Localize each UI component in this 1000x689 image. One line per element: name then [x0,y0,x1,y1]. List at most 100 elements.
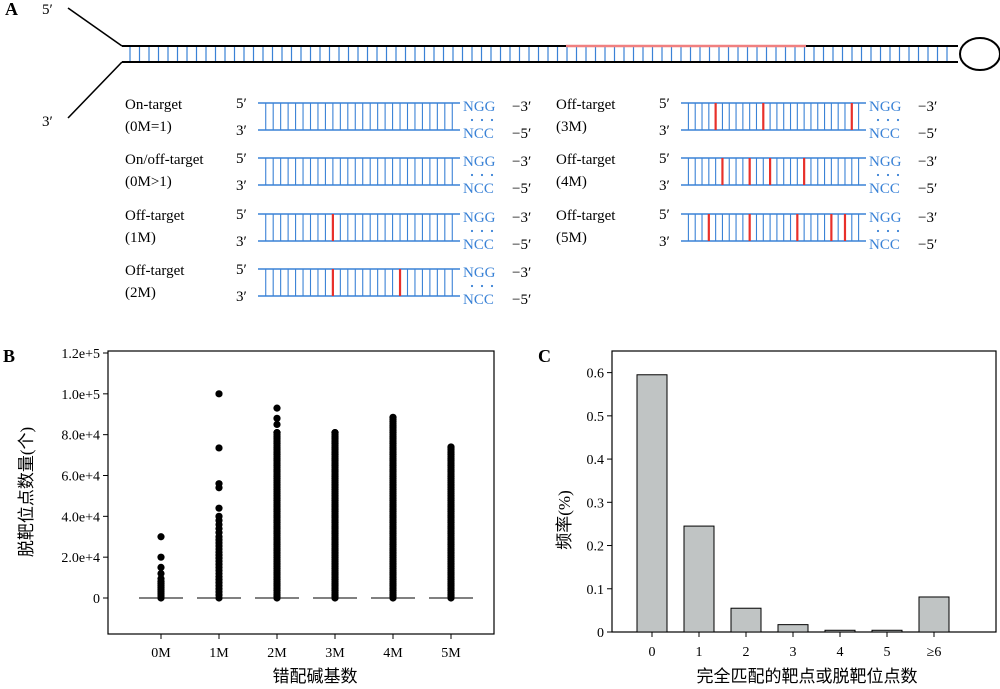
duplex-label-line1: Off-target [556,97,616,113]
panel-b-x-axis-label: 错配碱基数 [273,667,358,686]
pam-dot [490,284,494,288]
duplex-5-prime-end: −5′ [918,126,937,142]
hairpin-top-arm [67,7,123,47]
duplex-3-prime: 3′ [659,234,670,250]
duplex-label-line2: (5M) [556,230,587,246]
panel-c-letter: C [538,346,551,366]
pam-ncc: NCC [463,181,494,197]
panel-c: C 0 0.1 0.2 0.3 0.4 0.5 0.6 0 1 2 3 4 5 ≥6 完全匹配的靶点或脱… [538,346,997,686]
panel-b-y-axis: 0 2.0e+4 4.0e+4 6.0e+4 8.0e+4 1.0e+5 1.2e+5 [61,347,108,607]
panel-b: B 02.0e+44.0e+46.0e+48.0e+41.0e+51.2e+5 … [3,346,495,686]
panel-b-x-tick-label: 2M [267,646,287,661]
panel-b-y-tick-label: 6.0e+4 [61,470,100,485]
panel-b-point [157,533,165,541]
duplex-label-line1: On-target [125,97,183,113]
panel-c-x-axis-label: 完全匹配的靶点或脱靶位点数 [697,667,918,686]
panel-c-x-tick-label: 2 [743,645,750,660]
panel-b-x-tick-label: 5M [441,646,461,661]
duplex-5-prime: 5′ [659,96,670,112]
duplex-3-prime: 3′ [659,123,670,139]
panel-b-y-tick-label: 4.0e+4 [61,510,100,525]
pam-dot [886,229,890,233]
panel-b-point [273,429,281,437]
panel-b-points [139,390,473,602]
panel-c-bars [636,374,950,633]
panel-b-point [157,569,165,578]
pam-dot [896,173,900,177]
panel-c-x-tick-label: 5 [884,645,891,660]
panel-b-y-tick-label: 1.0e+5 [61,388,100,403]
panel-b-point [157,563,165,571]
pam-dot [886,118,890,122]
panel-b-x-tick-label: 4M [383,646,403,661]
pam-ngg: NGG [463,154,496,170]
panel-b-point [389,413,397,421]
pam-dot [886,173,890,177]
duplex-3-prime-end: −3′ [512,265,531,281]
panel-b-point [157,553,165,561]
pam-dot [470,284,474,288]
duplex-5-prime: 5′ [236,262,247,278]
duplex-5-prime-end: −5′ [512,181,531,197]
duplex-label-line2: (2M) [125,285,156,301]
panel-c-bar [636,374,668,633]
duplex-label-line1: On/off-target [125,152,204,168]
pam-dot [876,173,880,177]
duplex-5-prime-end: −5′ [512,126,531,142]
panel-b-point [273,420,281,429]
duplex-3-prime-end: −3′ [512,154,531,170]
panel-c-x-tick-label: ≥6 [927,645,942,660]
panel-a: A 5′ 3′ On-target(0M=1)5′3′NGGNCC−3′−5′O… [5,0,1000,308]
pam-dot [480,118,484,122]
duplex-label-line2: (0M>1) [125,174,172,190]
duplex-3-prime-end: −3′ [918,99,937,115]
duplex-3-prime-end: −3′ [918,154,937,170]
pam-ncc: NCC [463,237,494,253]
duplex-5-prime-end: −5′ [512,292,531,308]
duplex-item: Off-target (1M) 5′ 3′ NGG NCC −3′ −5′ [125,207,531,253]
duplex-3-prime: 3′ [236,123,247,139]
pam-dot [876,229,880,233]
pam-dot [480,173,484,177]
panel-b-point [215,390,223,398]
pam-dot [470,229,474,233]
pam-ncc: NCC [869,126,900,142]
duplex-item: On/off-target (0M>1) 5′ 3′ NGG NCC −3′ −5′ [125,151,531,197]
panel-a-letter: A [5,0,18,19]
panel-c-x-tick-label: 4 [837,645,844,660]
pam-ncc: NCC [869,181,900,197]
pam-dot [480,229,484,233]
panel-c-y-axis: 0 0.1 0.2 0.3 0.4 0.5 0.6 [587,367,612,641]
panel-b-y-tick-label: 2.0e+4 [61,551,100,566]
hairpin-3-prime-label: 3′ [42,114,53,130]
pam-dot [876,118,880,122]
panel-c-bar [871,629,903,633]
duplex-label-line2: (4M) [556,174,587,190]
duplex-5-prime-end: −5′ [918,181,937,197]
duplex-list: On-target(0M=1)5′3′NGGNCC−3′−5′On/off-ta… [125,96,937,308]
panel-b-x-tick-label: 1M [209,646,229,661]
duplex-label-line1: Off-target [556,208,616,224]
pam-ngg: NGG [463,265,496,281]
panel-b-x-axis: 0M 1M 2M 3M 4M 5M [151,634,461,661]
pam-ncc: NCC [463,292,494,308]
panel-c-y-tick-label: 0.3 [587,496,605,511]
panel-c-frame [611,350,997,633]
pam-ncc: NCC [869,237,900,253]
panel-c-y-axis-label: 频率(%) [555,490,574,549]
panel-b-y-tick-label: 1.2e+5 [61,347,100,362]
duplex-item: Off-target (2M) 5′ 3′ NGG NCC −3′ −5′ [125,262,531,308]
panel-b-point [215,480,223,488]
panel-c-y-tick-label: 0.6 [587,367,605,382]
panel-b-x-tick-label: 0M [151,646,171,661]
pam-dot [490,229,494,233]
duplex-5-prime: 5′ [236,207,247,223]
panel-c-bar [777,624,809,633]
panel-c-x-axis: 0 1 2 3 4 5 ≥6 [649,632,942,660]
hairpin-loop [959,37,1000,71]
panel-b-point [273,414,281,422]
hairpin-5-prime-label: 5′ [42,2,53,18]
duplex-5-prime: 5′ [659,151,670,167]
panel-c-bar [824,629,856,633]
